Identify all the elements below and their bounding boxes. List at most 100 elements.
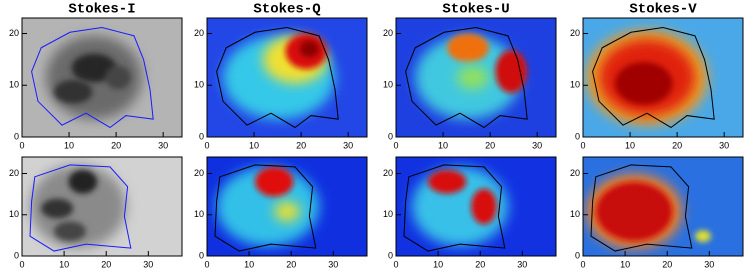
- x-tick-label: 30: [328, 259, 338, 269]
- y-tick-label: 0: [14, 131, 19, 141]
- x-tick-label: 20: [485, 140, 495, 150]
- axes-frame: [395, 156, 557, 257]
- x-tick-label: 10: [249, 140, 259, 150]
- axes-frame: [582, 17, 744, 138]
- y-tick-label: 10: [194, 80, 204, 90]
- x-tick-label: 10: [438, 140, 448, 150]
- x-tick-label: 10: [64, 140, 74, 150]
- image: [207, 18, 367, 137]
- panel: 0 10 20 30 0 10 20 Stokes-U: [383, 2, 557, 150]
- panel-title: Stokes-Q: [253, 2, 320, 18]
- x-tick-label: 30: [343, 140, 353, 150]
- x-tick-label: 30: [532, 140, 542, 150]
- y-tick-label: 10: [383, 80, 393, 90]
- image-feature: [456, 65, 489, 90]
- panel: 0 10 20 30 0 10 20: [9, 156, 183, 269]
- axes-frame: [21, 156, 183, 257]
- contour: [592, 27, 715, 129]
- image-feature: [68, 169, 98, 194]
- x-tick-label: 30: [517, 259, 527, 269]
- x-tick-label: 0: [580, 140, 585, 150]
- y-tick-label: 20: [194, 168, 204, 178]
- panel-title: Stokes-V: [629, 2, 697, 18]
- x-tick-label: 0: [19, 259, 24, 269]
- x-tick-label: 10: [433, 259, 443, 269]
- x-tick-label: 20: [296, 140, 306, 150]
- y-tick-label: 0: [199, 250, 204, 260]
- image-feature: [615, 62, 673, 105]
- x-tick-label: 0: [204, 140, 209, 150]
- x-tick-label: 0: [393, 140, 398, 150]
- image-feature: [255, 166, 294, 197]
- x-tick-label: 30: [143, 259, 153, 269]
- image-feature: [30, 164, 126, 249]
- x-tick-label: 20: [286, 259, 296, 269]
- contour: [590, 164, 693, 252]
- image-feature: [447, 33, 489, 63]
- image: [396, 157, 556, 256]
- x-tick-label: 30: [719, 140, 729, 150]
- contour: [403, 164, 506, 252]
- y-tick-label: 0: [388, 250, 393, 260]
- contour: [31, 27, 154, 129]
- image-feature: [274, 201, 300, 222]
- image-feature: [595, 181, 673, 242]
- contour: [29, 164, 132, 252]
- image-feature: [105, 65, 131, 90]
- axes-frame: [206, 156, 368, 257]
- image-feature: [53, 79, 93, 104]
- y-tick-label: 10: [570, 80, 580, 90]
- contour: [405, 27, 528, 129]
- y-tick-label: 20: [9, 168, 19, 178]
- image-feature: [299, 40, 319, 58]
- x-tick-label: 20: [475, 259, 485, 269]
- x-tick-label: 0: [580, 259, 585, 269]
- y-tick-label: 0: [199, 131, 204, 141]
- axes-frame: [21, 17, 183, 138]
- y-tick-label: 20: [9, 28, 19, 38]
- y-tick-label: 0: [14, 250, 19, 260]
- panel: 0 10 20 30 0 10 20 Stokes-Q: [194, 2, 368, 150]
- image: [396, 18, 556, 137]
- image-feature: [471, 188, 497, 225]
- panel: 0 10 20 30 0 10 20: [194, 156, 368, 269]
- panel: 0 10 20 30 0 10 20: [570, 156, 744, 269]
- x-tick-label: 20: [101, 259, 111, 269]
- image-feature: [495, 50, 528, 93]
- image-feature: [216, 166, 319, 247]
- panel: 0 10 20 30 0 10 20 Stokes-V: [570, 2, 744, 150]
- image: [22, 157, 182, 256]
- x-tick-label: 10: [620, 259, 630, 269]
- y-tick-label: 20: [383, 168, 393, 178]
- x-tick-label: 20: [111, 140, 121, 150]
- axes-frame: [206, 17, 368, 138]
- x-tick-label: 0: [19, 140, 24, 150]
- x-tick-label: 20: [672, 140, 682, 150]
- x-tick-label: 30: [704, 259, 714, 269]
- x-tick-label: 0: [204, 259, 209, 269]
- panel-title: Stokes-U: [442, 2, 509, 18]
- x-tick-label: 10: [244, 259, 254, 269]
- y-tick-label: 20: [570, 28, 580, 38]
- contour: [214, 164, 317, 252]
- x-tick-label: 10: [59, 259, 69, 269]
- axes-frame: [582, 156, 744, 257]
- y-tick-label: 0: [575, 250, 580, 260]
- image: [207, 157, 367, 256]
- y-tick-label: 20: [570, 168, 580, 178]
- contour: [216, 27, 339, 129]
- panel: 0 10 20 30 0 10 20 Stokes-I: [9, 2, 183, 150]
- image-feature: [54, 221, 86, 242]
- image: [583, 18, 743, 137]
- y-tick-label: 20: [194, 28, 204, 38]
- x-tick-label: 0: [393, 259, 398, 269]
- image-feature: [41, 198, 74, 219]
- image: [22, 18, 182, 137]
- y-tick-label: 20: [383, 28, 393, 38]
- y-tick-label: 10: [9, 209, 19, 219]
- panel-title: Stokes-I: [68, 2, 135, 18]
- panel: 0 10 20 30 0 10 20: [383, 156, 557, 269]
- image-feature: [71, 53, 117, 83]
- image: [583, 157, 743, 256]
